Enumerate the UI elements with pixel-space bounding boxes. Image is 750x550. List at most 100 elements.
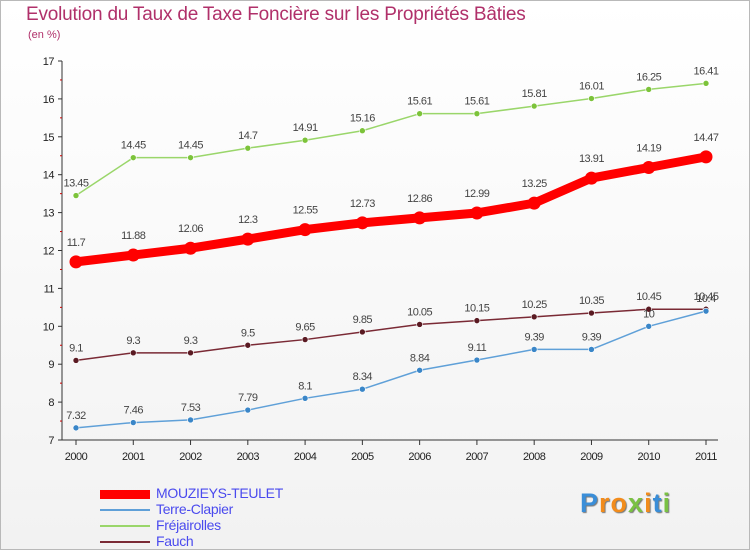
series-line bbox=[71, 152, 711, 267]
data-label: 9.39 bbox=[582, 331, 602, 343]
data-point bbox=[301, 336, 309, 343]
series-line bbox=[75, 82, 707, 197]
y-tick-label: 9 bbox=[48, 359, 54, 371]
data-label: 14.45 bbox=[121, 140, 146, 152]
data-point bbox=[416, 321, 423, 328]
data-label: 13.25 bbox=[522, 178, 547, 190]
data-label: 12.86 bbox=[407, 193, 432, 205]
data-point bbox=[72, 357, 80, 364]
x-tick-label: 2009 bbox=[580, 451, 603, 463]
data-label: 13.91 bbox=[579, 153, 604, 165]
data-label: 12.3 bbox=[238, 214, 258, 226]
logo-letter: i bbox=[662, 488, 672, 518]
data-point bbox=[413, 211, 427, 225]
data-point bbox=[588, 309, 595, 317]
data-point bbox=[642, 160, 656, 174]
data-label: 9.3 bbox=[126, 335, 140, 347]
data-label: 14.45 bbox=[178, 140, 203, 152]
data-label: 14.19 bbox=[636, 142, 661, 154]
data-label: 7.53 bbox=[181, 402, 201, 414]
data-point bbox=[355, 216, 369, 230]
x-tick-label: 2001 bbox=[122, 451, 145, 463]
data-point bbox=[359, 328, 366, 336]
data-point bbox=[129, 419, 137, 426]
legend-label: Fauch bbox=[156, 533, 194, 549]
data-point bbox=[588, 95, 595, 102]
data-point bbox=[530, 313, 538, 321]
data-label: 10 bbox=[643, 308, 655, 320]
x-tick-label: 2000 bbox=[65, 451, 88, 463]
data-label: 12.73 bbox=[350, 198, 375, 210]
legend-label: MOUZIEYS-TEULET bbox=[156, 485, 283, 501]
data-label: 8.1 bbox=[298, 380, 312, 392]
chart-axes: 7 8 9 10 11 12 13 14 15 16 17 2000 2001 2002 2003 2004 2… bbox=[43, 56, 718, 463]
data-point bbox=[187, 154, 194, 161]
data-label: 15.81 bbox=[522, 88, 547, 100]
y-tick-label: 8 bbox=[48, 397, 54, 409]
x-tick-label: 2008 bbox=[523, 451, 546, 463]
data-label: 8.34 bbox=[353, 371, 373, 383]
x-tick-label: 2010 bbox=[637, 451, 660, 463]
data-point bbox=[187, 416, 194, 424]
data-point bbox=[470, 206, 484, 220]
data-point bbox=[645, 322, 653, 330]
data-point bbox=[473, 110, 481, 117]
legend-swatch bbox=[100, 541, 150, 543]
x-tick-label: 2011 bbox=[695, 451, 717, 463]
x-tick-label: 2006 bbox=[408, 451, 431, 463]
x-tick-label: 2007 bbox=[466, 451, 489, 463]
logo-letter: i bbox=[644, 488, 653, 518]
y-tick-label: 15 bbox=[43, 132, 55, 144]
data-point bbox=[473, 317, 481, 324]
data-label: 14.47 bbox=[693, 132, 718, 144]
data-label: 15.61 bbox=[407, 96, 432, 108]
data-point bbox=[301, 395, 309, 402]
data-label: 9.11 bbox=[468, 342, 487, 354]
logo-letter: o bbox=[610, 488, 629, 518]
data-point bbox=[699, 150, 713, 164]
data-point bbox=[301, 136, 309, 144]
data-label: 9.3 bbox=[184, 335, 198, 347]
y-tick-label: 12 bbox=[43, 246, 55, 258]
data-point bbox=[702, 80, 710, 87]
data-labels-layer: 11.7 11.88 12.06 12.3 12.55 12.73 12.86 12.99 13… bbox=[63, 65, 719, 422]
logo-letter: t bbox=[652, 488, 663, 518]
data-label: 11.88 bbox=[121, 230, 146, 242]
logo-letter: r bbox=[599, 488, 611, 518]
data-point bbox=[702, 307, 710, 315]
legend-swatch bbox=[100, 525, 150, 527]
data-point bbox=[527, 196, 541, 210]
legend-swatch bbox=[100, 489, 150, 499]
data-label: 13.45 bbox=[63, 178, 88, 190]
data-label: 11.7 bbox=[67, 237, 86, 249]
data-point bbox=[241, 232, 255, 246]
data-label: 12.55 bbox=[293, 205, 318, 217]
data-label: 10.45 bbox=[693, 291, 718, 303]
unit-label: (en %) bbox=[28, 29, 61, 41]
legend-label: Fréjairolles bbox=[156, 517, 221, 533]
data-point bbox=[298, 223, 312, 237]
data-label: 15.61 bbox=[464, 96, 489, 108]
data-label: 9.65 bbox=[295, 322, 315, 334]
data-point bbox=[129, 154, 137, 161]
data-label: 16.25 bbox=[636, 71, 661, 83]
data-label: 10.35 bbox=[579, 295, 604, 307]
data-label: 7.32 bbox=[66, 410, 86, 422]
data-point bbox=[72, 424, 80, 432]
y-tick-label: 16 bbox=[43, 94, 55, 106]
data-label: 8.84 bbox=[410, 352, 430, 364]
data-label: 10.25 bbox=[522, 299, 547, 311]
data-point bbox=[584, 171, 598, 185]
data-point bbox=[416, 110, 423, 117]
chart-title: Evolution du Taux de Taxe Foncière sur l… bbox=[26, 4, 526, 25]
data-point bbox=[244, 406, 252, 414]
data-label: 10.45 bbox=[636, 291, 661, 303]
data-label: 15.16 bbox=[350, 113, 375, 125]
data-point bbox=[588, 346, 595, 353]
data-label: 7.79 bbox=[238, 392, 258, 404]
data-label: 12.06 bbox=[178, 223, 203, 235]
y-tick-label: 11 bbox=[44, 283, 55, 295]
y-tick-label: 17 bbox=[43, 56, 55, 68]
